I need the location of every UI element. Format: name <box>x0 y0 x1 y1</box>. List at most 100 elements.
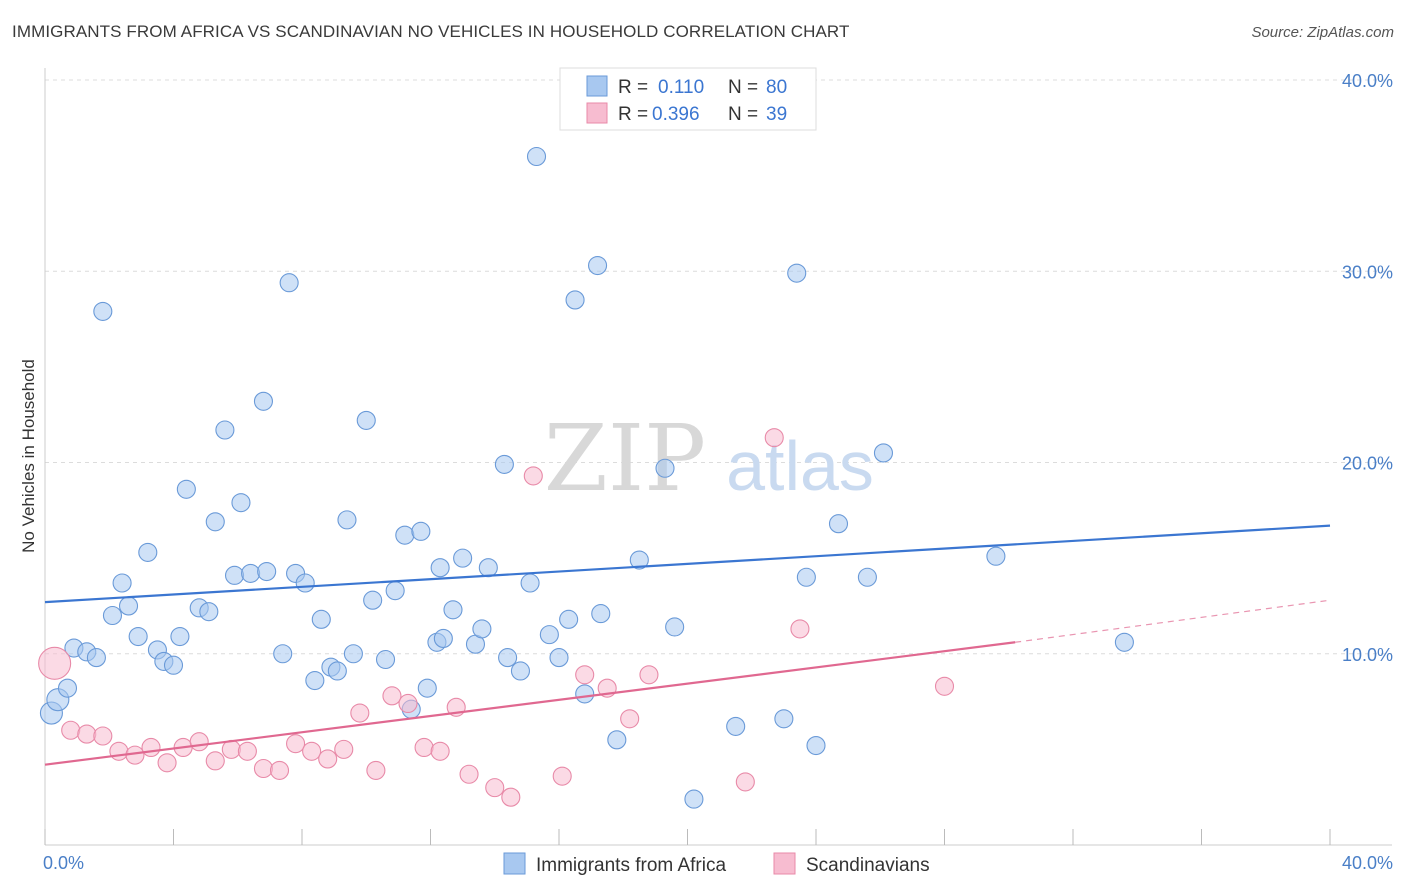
point-africa <box>443 600 463 620</box>
point-africa <box>363 590 383 610</box>
point-africa <box>253 391 274 411</box>
point-africa <box>375 649 396 670</box>
point-scandinavians <box>620 709 640 729</box>
point-africa <box>163 655 184 675</box>
bottom-legend-label-africa: Immigrants from Africa <box>536 855 726 876</box>
point-scandinavians <box>334 739 354 759</box>
point-africa <box>591 604 611 624</box>
point-africa <box>478 558 498 578</box>
point-africa <box>128 626 148 647</box>
point-scandinavians <box>93 726 113 746</box>
point-africa <box>806 735 826 756</box>
watermark: ZIP atlas <box>544 405 874 512</box>
point-scandinavians <box>189 732 209 752</box>
trend-line-africa <box>44 524 1331 604</box>
legend-n-value-africa: 80 <box>766 77 787 98</box>
trend-line-scandinavians <box>44 641 1016 766</box>
point-scandinavians <box>552 766 572 786</box>
point-africa <box>873 443 894 463</box>
point-africa <box>86 648 106 668</box>
data-points <box>38 89 1134 809</box>
legend-row-africa: R = 0.110 N = 80 <box>586 75 787 98</box>
point-scandinavians <box>575 665 595 685</box>
point-scandinavians <box>38 646 72 680</box>
point-africa <box>205 512 225 532</box>
point-africa <box>138 542 158 562</box>
point-africa <box>395 525 415 545</box>
point-africa <box>257 561 277 582</box>
point-africa <box>170 626 190 647</box>
point-africa <box>279 273 299 293</box>
point-africa <box>215 420 235 440</box>
legend-r-value-scandinavians: 0.396 <box>652 104 700 125</box>
point-scandinavians <box>459 764 479 784</box>
point-africa <box>311 609 331 629</box>
watermark-atlas: atlas <box>726 427 874 505</box>
legend-r-label: R = <box>618 77 648 98</box>
y-axis-label: No Vehicles in Household <box>19 359 38 553</box>
bottom-legend-swatch-scandinavians <box>773 852 796 875</box>
point-africa <box>665 617 685 637</box>
point-scandinavians <box>382 686 402 706</box>
point-scandinavians <box>302 741 322 761</box>
point-scandinavians <box>639 665 659 685</box>
x-tick-label: 0.0% <box>43 853 84 873</box>
point-africa <box>176 479 196 499</box>
point-scandinavians <box>790 619 810 639</box>
point-africa <box>199 602 219 622</box>
point-africa <box>607 730 627 750</box>
point-scandinavians <box>77 724 97 744</box>
point-scandinavians <box>269 760 290 780</box>
point-africa <box>559 609 579 629</box>
source-label: Source: ZipAtlas.com <box>1251 24 1394 41</box>
point-scandinavians <box>430 741 450 761</box>
point-scandinavians <box>350 703 370 723</box>
point-scandinavians <box>221 739 241 759</box>
legend-swatch-africa <box>586 75 608 97</box>
point-scandinavians <box>735 772 755 792</box>
point-scandinavians <box>61 720 81 740</box>
point-africa <box>1114 632 1134 652</box>
legend-n-value-scandinavians: 39 <box>766 104 787 125</box>
point-scandinavians <box>157 753 177 773</box>
point-africa <box>520 573 540 593</box>
point-africa <box>241 563 261 583</box>
chart-title: IMMIGRANTS FROM AFRICA VS SCANDINAVIAN N… <box>12 22 850 41</box>
tick-labels: 10.0% 20.0% 30.0% 40.0% 0.0% 40.0% <box>43 71 1393 873</box>
point-scandinavians <box>501 787 521 807</box>
point-africa <box>565 290 585 310</box>
point-africa <box>430 558 450 578</box>
point-africa <box>498 648 518 668</box>
point-africa <box>57 678 78 698</box>
bottom-legend-swatch-africa <box>503 852 526 875</box>
legend-r-value-africa: 0.110 <box>658 77 704 98</box>
point-africa <box>273 644 293 664</box>
bottom-legend: Immigrants from Africa Scandinavians <box>503 852 930 876</box>
legend-n-label: N = <box>728 104 758 125</box>
point-africa <box>510 661 531 681</box>
watermark-zip: ZIP <box>544 405 706 512</box>
bottom-legend-label-scandinavians: Scandinavians <box>806 855 930 876</box>
point-africa <box>118 596 139 616</box>
legend-r-label: R = <box>618 104 648 125</box>
point-scandinavians <box>398 693 418 714</box>
point-africa <box>526 146 547 167</box>
point-africa <box>472 619 492 639</box>
point-africa <box>857 567 877 587</box>
x-tick-label: 40.0% <box>1342 853 1393 873</box>
point-africa <box>224 565 245 585</box>
legend-box: R = 0.110 N = 80 R = 0.396 N = 39 <box>559 67 817 131</box>
point-africa <box>575 684 595 704</box>
point-africa <box>629 550 649 570</box>
point-africa <box>796 567 816 587</box>
point-africa <box>93 301 113 321</box>
point-africa <box>385 581 405 601</box>
point-africa <box>231 493 251 513</box>
point-scandinavians <box>318 749 338 769</box>
point-scandinavians <box>286 734 306 754</box>
point-africa <box>411 521 431 541</box>
legend-swatch-scandinavians <box>586 102 608 124</box>
axes <box>44 68 1392 846</box>
point-scandinavians <box>237 741 257 761</box>
point-africa <box>787 263 807 283</box>
